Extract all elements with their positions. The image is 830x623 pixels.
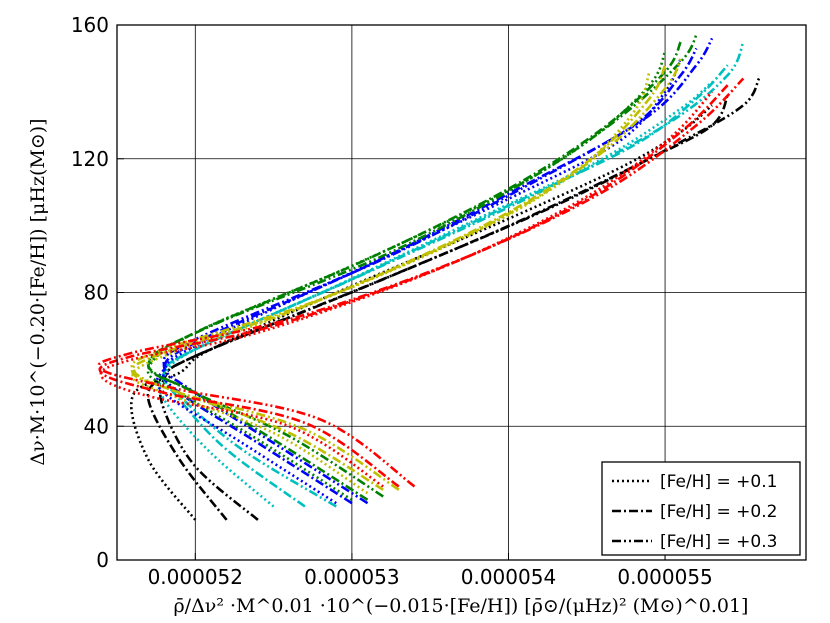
- series-line-3: [158, 77, 761, 521]
- series-line-13: [131, 71, 651, 495]
- y-tick-label: 40: [84, 414, 109, 438]
- y-tick-label: 0: [96, 548, 109, 572]
- legend-entry-2: [Fe/H] = +0.2: [612, 502, 777, 522]
- series-line-16: [99, 90, 714, 488]
- legend-label-3: [Fe/H] = +0.3: [660, 532, 777, 552]
- series-group: [97, 34, 761, 521]
- legend-box: [601, 461, 801, 556]
- series-line-17: [98, 84, 729, 488]
- series-line-5: [162, 64, 729, 508]
- legend-entry-3: [Fe/H] = +0.3: [612, 532, 777, 552]
- y-axis-label: Δν·M·10^(−0.20·[Fe/H]) [μHz(M⊙)]: [27, 118, 49, 465]
- series-line-18: [97, 77, 745, 488]
- legend-entry-1: [Fe/H] = +0.1: [612, 472, 777, 492]
- y-tick-group: 0 40 80 120 160: [71, 13, 124, 572]
- x-tick-label: 0.000053: [304, 565, 399, 589]
- x-tick-label: 0.000052: [148, 565, 243, 589]
- x-tick-label: 0.000054: [461, 565, 556, 589]
- x-tick-group: 0.000052 0.000053 0.000054 0.000055: [148, 553, 713, 589]
- legend-label-1: [Fe/H] = +0.1: [660, 472, 777, 492]
- legend: [Fe/H] = +0.1 [Fe/H] = +0.2 [Fe/H] = +0.…: [601, 461, 801, 556]
- series-line-15: [130, 57, 682, 491]
- y-tick-label: 160: [71, 13, 109, 37]
- series-line-11: [147, 41, 682, 501]
- y-tick-label: 80: [84, 281, 109, 305]
- series-line-7: [155, 57, 682, 505]
- y-tick-label: 120: [71, 147, 109, 171]
- series-line-1: [130, 104, 713, 521]
- x-tick-label: 0.000055: [617, 565, 712, 589]
- x-axis-label: ρ̄/Δν² ·M^0.01 ·10^(−0.015·[Fe/H]) [ρ̄⊙/…: [174, 595, 749, 617]
- series-line-6: [162, 41, 745, 508]
- series-line-14: [130, 64, 667, 491]
- legend-label-2: [Fe/H] = +0.2: [660, 502, 777, 522]
